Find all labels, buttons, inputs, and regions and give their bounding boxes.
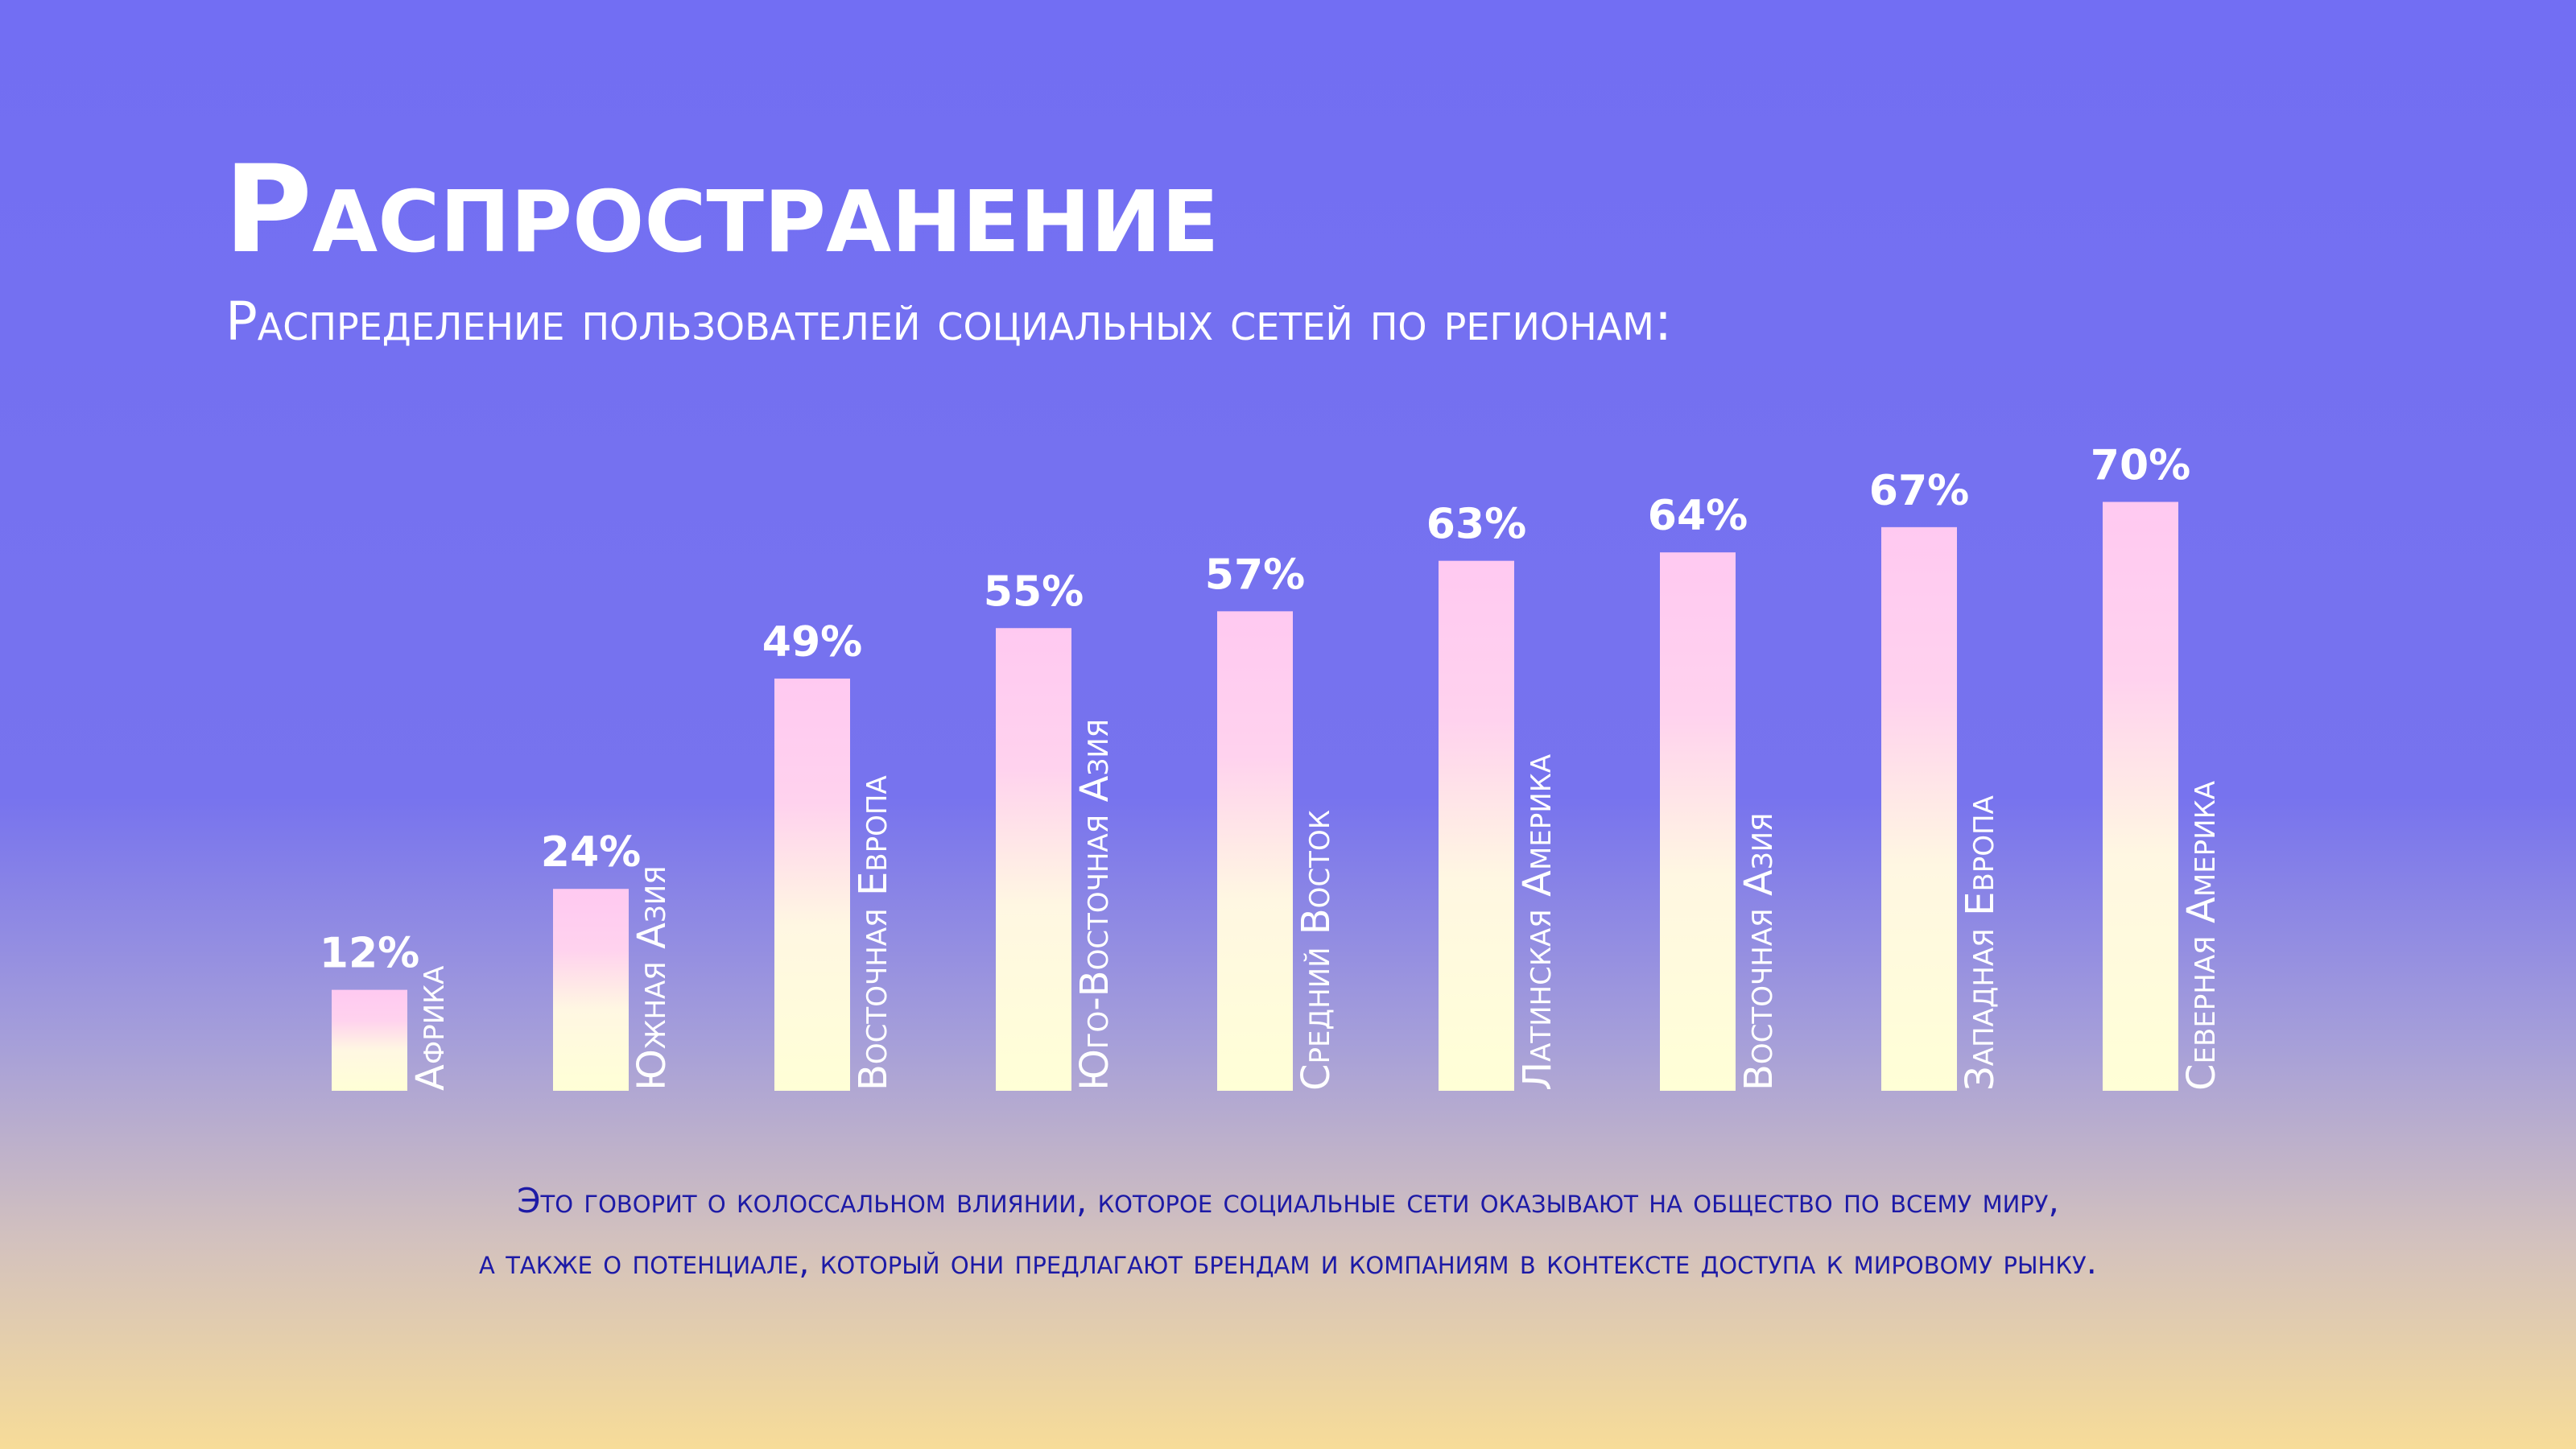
bar [1881, 526, 1957, 1091]
value-label: 63% [1426, 501, 1526, 549]
value-label: 67% [1869, 467, 1969, 515]
value-label: 64% [1648, 492, 1748, 540]
value-label: 49% [762, 618, 862, 667]
bar [1439, 560, 1514, 1091]
bar [996, 628, 1071, 1091]
value-label: 12% [320, 930, 419, 978]
category-label: Восточная Азия [1736, 812, 1781, 1091]
value-label: 70% [2091, 442, 2190, 490]
category-label: Юго-Восточная Азия [1072, 719, 1117, 1091]
title: Распространение [224, 140, 1219, 280]
bar [774, 678, 850, 1091]
bar [553, 889, 629, 1091]
value-label: 57% [1205, 551, 1305, 599]
category-label: Африка [408, 966, 453, 1091]
bar [2103, 502, 2178, 1091]
category-label: Северная Америка [2179, 781, 2224, 1091]
bar [332, 989, 407, 1091]
note: Это говорит о колоссальном влиянии, кото… [517, 1181, 2059, 1220]
note: а также о потенциале, который они предла… [479, 1242, 2097, 1282]
value-label: 55% [984, 568, 1084, 616]
bar [1217, 611, 1293, 1091]
category-label: Южная Азия [630, 865, 675, 1091]
category-label: Латинская Америка [1515, 754, 1560, 1091]
bar [1660, 552, 1736, 1091]
category-label: Восточная Европа [851, 775, 896, 1091]
subtitle: Распределение пользователей социальных с… [225, 291, 1672, 353]
category-label: Средний Восток [1294, 810, 1339, 1091]
value-label: 24% [541, 828, 641, 877]
category-label: Западная Европа [1958, 795, 2003, 1091]
